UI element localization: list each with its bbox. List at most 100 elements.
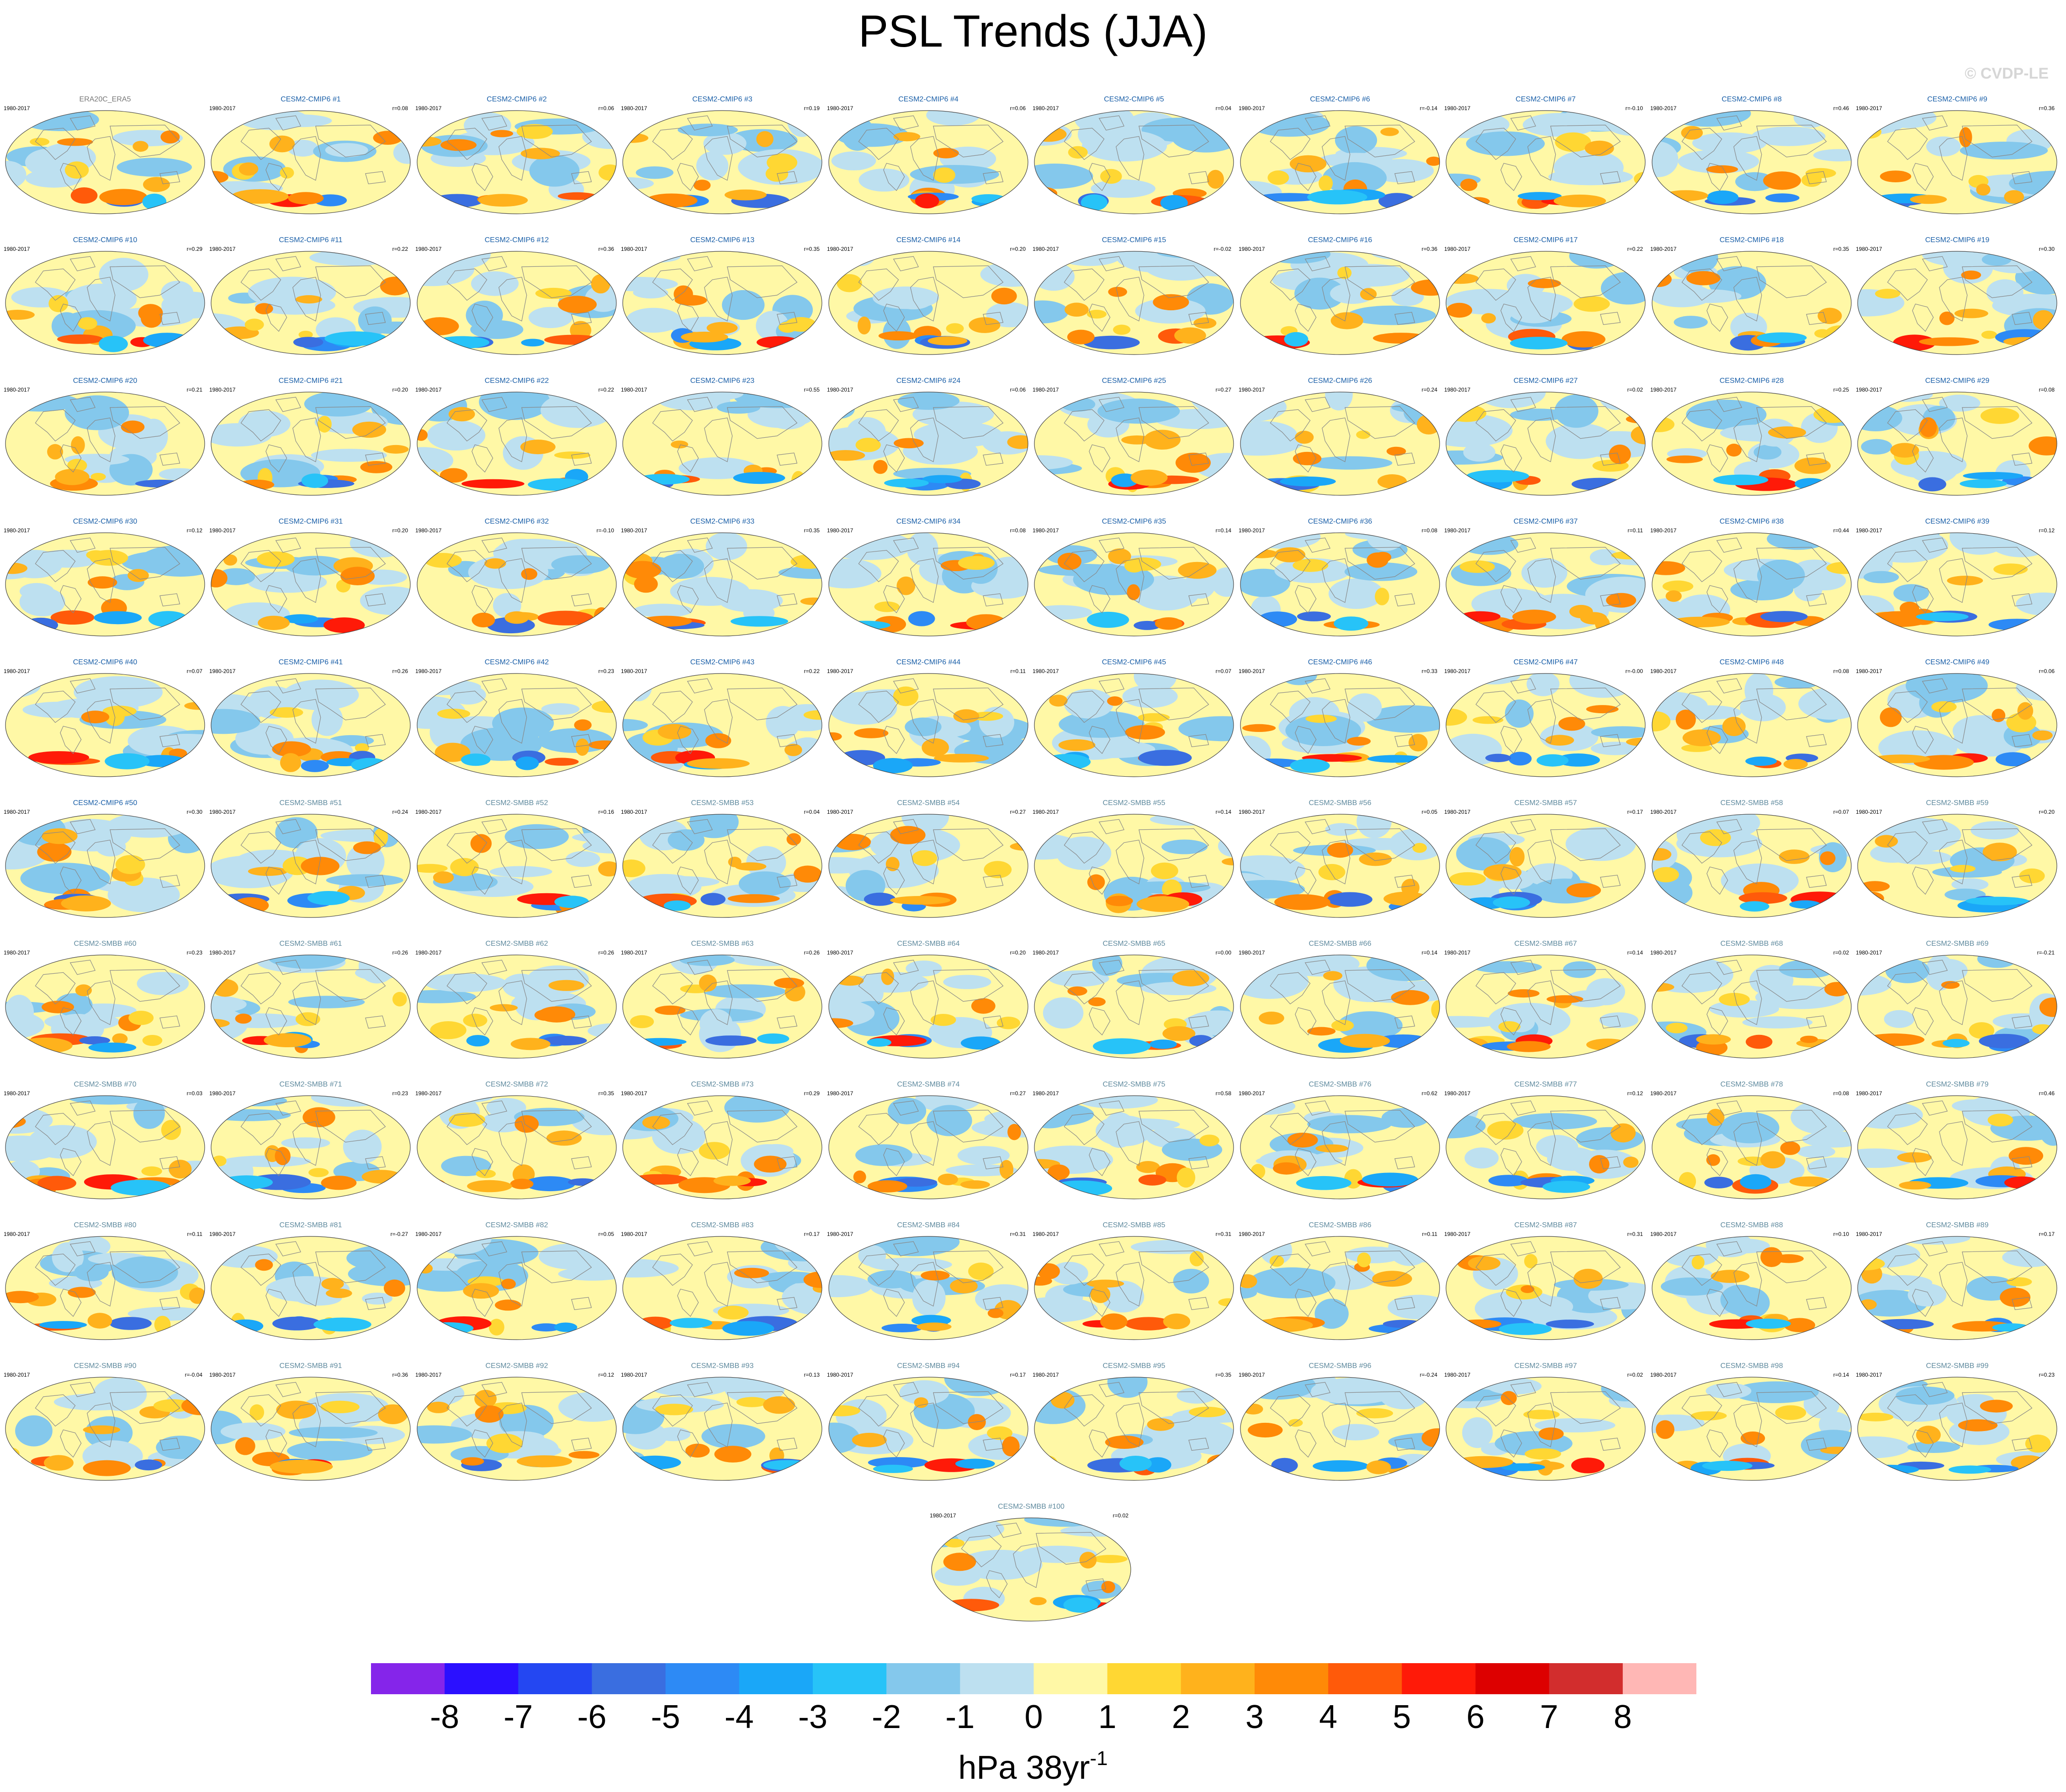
panel-correlation: r=0.23 <box>392 1090 408 1097</box>
map-border <box>1446 532 1646 636</box>
map-panel: CESM2-CMIP6 #26 1980-2017 r=0.24 <box>1237 376 1443 514</box>
panel-title: CESM2-SMBB #93 <box>691 1362 754 1370</box>
continent-outline <box>1756 687 1827 721</box>
continent-outline <box>910 558 939 603</box>
continent-outline <box>983 734 1004 748</box>
continent-outline <box>1733 417 1762 462</box>
continent-outline <box>265 585 287 614</box>
panel-correlation: r=0.04 <box>1215 105 1231 111</box>
panel-correlation: r=0.46 <box>2039 1090 2055 1097</box>
panel-correlation: r=0.58 <box>1215 1090 1231 1097</box>
continent-outline <box>69 1100 96 1116</box>
continent-outline <box>1887 1113 1928 1145</box>
panel-period: 1980-2017 <box>621 1372 647 1378</box>
continent-outline <box>858 268 899 301</box>
map-panel: CESM2-CMIP6 #9 1980-2017 r=0.36 <box>1854 95 2060 232</box>
continent-outline <box>1600 312 1621 325</box>
map-svg <box>1857 814 2057 918</box>
continent-outline <box>1064 1113 1105 1145</box>
continent-outline <box>1139 687 1209 721</box>
continent-outline <box>1962 687 2033 721</box>
colorbar-tick-label: 5 <box>1393 1699 1411 1735</box>
map-field <box>1446 533 1645 636</box>
continent-outline <box>240 409 281 442</box>
continent-outline <box>446 1253 487 1286</box>
map-svg <box>1652 251 1852 355</box>
continent-outline <box>883 1148 905 1177</box>
continent-outline <box>687 537 713 553</box>
panel-correlation: r=0.17 <box>1627 809 1643 815</box>
continent-outline <box>687 960 713 975</box>
continent-outline <box>87 417 116 462</box>
map-panel: CESM2-SMBB #75 1980-2017 r=0.58 <box>1031 1080 1237 1217</box>
colorbar-tick-label: 1 <box>1098 1699 1117 1735</box>
panel-period: 1980-2017 <box>4 1231 30 1237</box>
continent-outline <box>315 406 386 439</box>
map-svg <box>1652 954 1852 1059</box>
continent-outline <box>521 1391 592 1424</box>
map-border <box>417 673 617 777</box>
continent-outline <box>1036 1532 1107 1565</box>
map-svg <box>1857 1377 2057 1481</box>
map-border <box>417 1095 617 1199</box>
panel-title: CESM2-CMIP6 #9 <box>1927 95 1987 103</box>
continent-outline <box>159 1297 180 1310</box>
continent-outline <box>893 256 919 271</box>
map-svg <box>5 392 205 496</box>
panel-period: 1980-2017 <box>1239 387 1265 393</box>
continent-outline <box>1345 1391 1415 1424</box>
colorbar-box <box>371 1663 445 1694</box>
continent-outline <box>777 1156 798 1170</box>
map-panel: CESM2-CMIP6 #35 1980-2017 r=0.14 <box>1031 517 1237 654</box>
map-border <box>1857 1236 2057 1340</box>
continent-outline <box>1394 875 1415 888</box>
continent-outline <box>883 866 905 895</box>
continent-outline <box>1706 303 1728 332</box>
continent-outline <box>471 303 493 332</box>
panel-period: 1980-2017 <box>827 105 853 111</box>
panel-period: 1980-2017 <box>1650 246 1677 252</box>
continent-outline <box>652 690 693 723</box>
map-field <box>417 533 616 636</box>
continent-outline <box>858 1394 899 1427</box>
map-panel: CESM2-CMIP6 #29 1980-2017 r=0.08 <box>1854 376 2060 514</box>
panel-correlation: r=0.26 <box>598 949 614 956</box>
map-field <box>1652 673 1851 777</box>
map-panel: CESM2-SMBB #98 1980-2017 r=0.14 <box>1649 1362 1854 1499</box>
panel-title: CESM2-SMBB #90 <box>74 1362 137 1370</box>
map-panel: CESM2-SMBB #96 1980-2017 r=-0.24 <box>1237 1362 1443 1499</box>
continent-outline <box>1188 734 1209 748</box>
continent-outline <box>1922 397 1948 412</box>
map-field <box>1446 1236 1645 1340</box>
map-svg <box>828 1377 1028 1481</box>
map-border <box>5 1236 205 1340</box>
panel-period: 1980-2017 <box>1033 387 1059 393</box>
continent-outline <box>727 406 798 439</box>
map-svg <box>622 814 822 918</box>
map-svg <box>1240 110 1440 214</box>
panel-period: 1980-2017 <box>1239 809 1265 815</box>
panel-correlation: r=0.31 <box>1215 1231 1231 1237</box>
continent-outline <box>1295 303 1317 332</box>
panel-title: CESM2-CMIP6 #3 <box>692 95 752 103</box>
continent-outline <box>1098 397 1125 412</box>
continent-outline <box>933 1250 1004 1283</box>
continent-outline <box>996 1522 1022 1538</box>
continent-outline <box>365 452 386 466</box>
colorbar-box <box>1107 1663 1181 1694</box>
panel-title: CESM2-SMBB #83 <box>691 1221 754 1229</box>
panel-correlation: r=0.08 <box>1833 668 1849 674</box>
continent-outline <box>35 972 76 1005</box>
continent-outline <box>1716 1100 1743 1116</box>
continent-outline <box>652 972 693 1005</box>
panel-title: CESM2-CMIP6 #37 <box>1513 518 1578 525</box>
continent-outline <box>1600 171 1621 185</box>
map-svg <box>1857 1236 2057 1340</box>
colorbar-tick-label: -4 <box>724 1699 754 1735</box>
continent-outline <box>1500 303 1522 332</box>
map-field <box>211 251 410 355</box>
continent-outline <box>1295 1148 1317 1177</box>
map-border <box>1240 110 1440 214</box>
continent-outline <box>1475 1394 1516 1427</box>
map-border <box>5 1095 205 1199</box>
